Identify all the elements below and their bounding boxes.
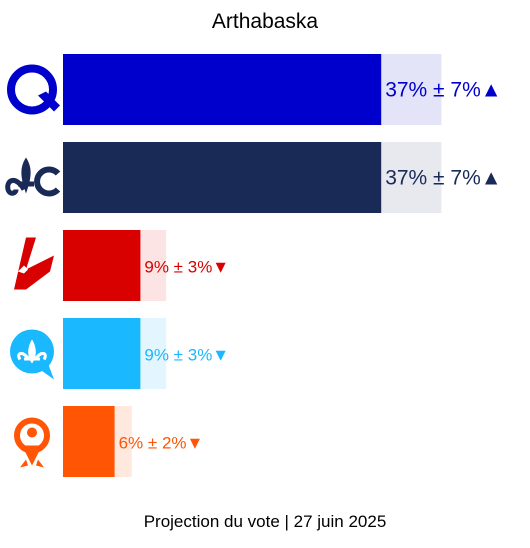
bar-value-label: 37% ± 7%▲	[385, 167, 501, 190]
bar	[63, 318, 141, 389]
bar	[63, 142, 382, 213]
chart-title: Arthabaska	[211, 10, 319, 33]
bar-row: 37% ± 7%▲	[63, 142, 502, 213]
caq-speech-bubble-logo-icon	[10, 329, 54, 380]
bar-row: 9% ± 3%▼	[63, 230, 229, 301]
bar-value-label: 6% ± 2%▼	[119, 434, 204, 453]
chart-footer: Projection du vote | 27 juin 2025	[143, 512, 387, 531]
qs-person-logo-icon	[14, 417, 50, 468]
bar-value-label: 9% ± 3%▼	[144, 346, 229, 365]
bar-value-label: 37% ± 7%▲	[385, 79, 501, 102]
bar	[63, 54, 382, 125]
cpq-q-logo-icon	[7, 64, 60, 115]
bar-row: 6% ± 2%▼	[63, 406, 203, 477]
bar	[63, 406, 115, 477]
bar-row: 37% ± 7%▲	[63, 54, 502, 125]
bar	[63, 230, 141, 301]
bar-row: 9% ± 3%▼	[63, 318, 229, 389]
bar-value-label: 9% ± 3%▼	[144, 258, 229, 277]
plq-liberal-logo-icon	[14, 237, 54, 290]
pq-fleur-de-lys-logo-icon	[5, 157, 61, 197]
